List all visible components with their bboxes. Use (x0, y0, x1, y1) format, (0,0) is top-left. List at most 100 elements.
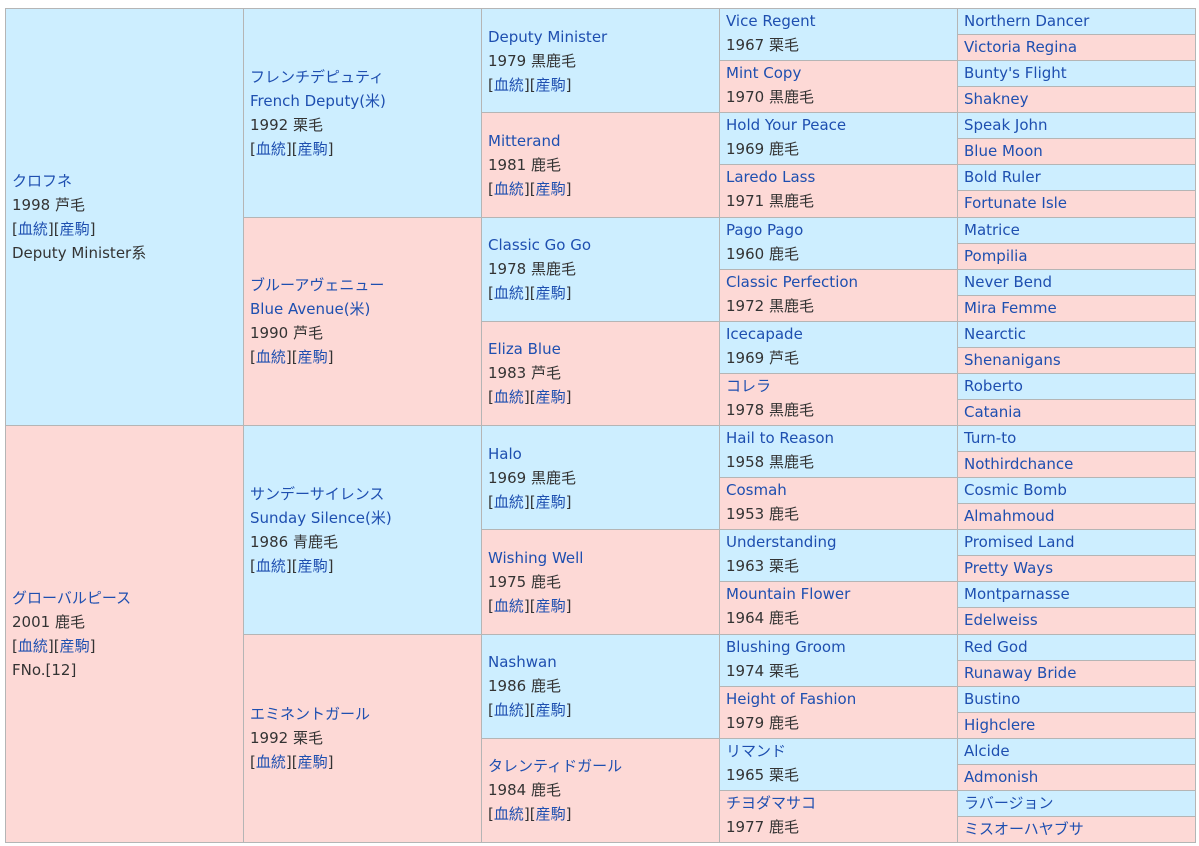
horse-name-link[interactable]: Turn-to (964, 429, 1017, 447)
horse-name-link[interactable]: Wishing Well (488, 548, 584, 567)
horse-name-link[interactable]: Pago Pago (726, 220, 804, 239)
horse-name-link[interactable]: Never Bend (964, 272, 1053, 291)
horse-name-link[interactable]: Hold Your Peace (726, 116, 847, 135)
progeny-link[interactable]: 産駒 (59, 637, 90, 655)
horse-name-link[interactable]: Admonish (964, 767, 1039, 786)
horse-name-link[interactable]: Nearctic (964, 324, 1027, 343)
progeny-link[interactable]: 産駒 (535, 596, 566, 615)
progeny-link[interactable]: 産駒 (297, 556, 328, 575)
horse-name-link[interactable]: Fortunate Isle (964, 194, 1068, 213)
horse-name-link[interactable]: Runaway Bride (964, 663, 1077, 682)
bloodline-link[interactable]: 血統 (493, 492, 524, 511)
links-line: [血統][産駒] (250, 345, 475, 369)
horse-name-link[interactable]: Halo (488, 444, 522, 463)
horse-name-link[interactable]: Mountain Flower (726, 585, 851, 604)
horse-name-link[interactable]: コレラ (726, 376, 772, 395)
horse-name-link[interactable]: リマンド (726, 741, 787, 760)
bloodline-link[interactable]: 血統 (493, 805, 524, 824)
horse-name-link[interactable]: Shakney (964, 90, 1029, 109)
horse-name-link[interactable]: Edelweiss (964, 611, 1038, 630)
horse-name-link[interactable]: Classic Go Go (488, 236, 592, 255)
horse-name-link[interactable]: Mira Femme (964, 298, 1057, 317)
horse-name-en-link[interactable]: Blue Avenue(米) (250, 300, 371, 319)
bloodline-link[interactable]: 血統 (255, 348, 286, 367)
horse-name-link[interactable]: Red God (964, 637, 1028, 656)
horse-name-link[interactable]: Roberto (964, 376, 1023, 395)
birth-year: 1969 (726, 348, 765, 367)
horse-name-link[interactable]: Montparnasse (964, 585, 1070, 604)
horse-name-link[interactable]: Promised Land (964, 533, 1075, 552)
horse-name-link[interactable]: Bunty's Flight (964, 64, 1067, 83)
progeny-link[interactable]: 産駒 (59, 220, 90, 238)
horse-name-link[interactable]: Deputy Minister (488, 27, 608, 46)
horse-name-en-link[interactable]: Sunday Silence(米) (250, 508, 392, 527)
horse-name-link[interactable]: Blue Moon (964, 142, 1043, 161)
horse-name-link[interactable]: Nashwan (488, 653, 557, 672)
bloodline-link[interactable]: 血統 (17, 637, 48, 655)
progeny-link[interactable]: 産駒 (535, 284, 566, 303)
bloodline-link[interactable]: 血統 (493, 179, 524, 198)
bloodline-link[interactable]: 血統 (493, 284, 524, 303)
gen5-cell: Mira Femme (957, 294, 1196, 322)
progeny-link[interactable]: 産駒 (535, 75, 566, 94)
horse-name-link[interactable]: Almahmoud (964, 507, 1055, 526)
horse-name-link[interactable]: Highclere (964, 715, 1036, 734)
horse-name-line: タレンティドガール (488, 754, 713, 778)
horse-name-link[interactable]: Classic Perfection (726, 272, 859, 291)
horse-name-link[interactable]: Blushing Groom (726, 637, 846, 656)
progeny-link[interactable]: 産駒 (535, 492, 566, 511)
progeny-link[interactable]: 産駒 (535, 179, 566, 198)
progeny-link[interactable]: 産駒 (535, 388, 566, 407)
horse-name-link[interactable]: Understanding (726, 533, 837, 552)
progeny-link[interactable]: 産駒 (297, 753, 328, 772)
horse-name-link[interactable]: ラバージョン (964, 793, 1054, 812)
birth-year: 1965 (726, 765, 765, 784)
horse-name-link[interactable]: Speak John (964, 116, 1048, 135)
horse-name-link[interactable]: Catania (964, 402, 1022, 421)
coat-color: 栗毛 (292, 115, 323, 134)
bloodline-link[interactable]: 血統 (255, 753, 286, 772)
horse-name-link[interactable]: ミスオーハヤブサ (964, 819, 1084, 838)
progeny-link[interactable]: 産駒 (297, 139, 328, 158)
bloodline-link[interactable]: 血統 (493, 596, 524, 615)
horse-name-link[interactable]: Icecapade (726, 324, 803, 343)
horse-name-link[interactable]: Matrice (964, 220, 1020, 239)
horse-name-link[interactable]: グローバルピース (12, 589, 132, 607)
horse-name-link[interactable]: Victoria Regina (964, 38, 1078, 57)
horse-name-link[interactable]: Laredo Lass (726, 168, 816, 187)
progeny-link[interactable]: 産駒 (535, 701, 566, 720)
horse-name-link[interactable]: Vice Regent (726, 12, 816, 30)
progeny-link[interactable]: 産駒 (297, 348, 328, 367)
horse-name-link[interactable]: Shenanigans (964, 350, 1061, 369)
bloodline-link[interactable]: 血統 (493, 701, 524, 720)
horse-name-link[interactable]: タレンティドガール (488, 757, 623, 776)
horse-name-link[interactable]: Pretty Ways (964, 559, 1054, 578)
horse-name-link[interactable]: Bold Ruler (964, 168, 1041, 187)
horse-name-link[interactable]: サンデーサイレンス (250, 484, 385, 503)
horse-name-link[interactable]: Cosmah (726, 481, 787, 500)
bloodline-link[interactable]: 血統 (493, 75, 524, 94)
horse-name-link[interactable]: Mitterand (488, 131, 561, 150)
horse-name-link[interactable]: Height of Fashion (726, 689, 857, 708)
horse-name-link[interactable]: エミネントガール (250, 705, 371, 724)
bloodline-link[interactable]: 血統 (255, 139, 286, 158)
horse-name-link[interactable]: Mint Copy (726, 64, 802, 83)
horse-name-link[interactable]: Cosmic Bomb (964, 481, 1067, 500)
horse-name-link[interactable]: Hail to Reason (726, 429, 835, 447)
bloodline-link[interactable]: 血統 (255, 556, 286, 575)
horse-name-link[interactable]: Nothirdchance (964, 455, 1074, 474)
horse-name-link[interactable]: ブルーアヴェニュー (250, 276, 385, 295)
horse-name-link[interactable]: チヨダマサコ (726, 793, 817, 812)
horse-name-link[interactable]: Alcide (964, 741, 1010, 760)
horse-name-line: Victoria Regina (964, 35, 1189, 59)
horse-name-link[interactable]: Eliza Blue (488, 340, 561, 359)
bloodline-link[interactable]: 血統 (493, 388, 524, 407)
progeny-link[interactable]: 産駒 (535, 805, 566, 824)
bloodline-link[interactable]: 血統 (17, 220, 48, 238)
horse-name-link[interactable]: フレンチデピュティ (250, 67, 385, 86)
horse-name-en-link[interactable]: French Deputy(米) (250, 91, 386, 110)
horse-name-link[interactable]: Pompilia (964, 246, 1028, 265)
horse-name-link[interactable]: クロフネ (12, 172, 73, 190)
horse-name-link[interactable]: Bustino (964, 689, 1021, 708)
horse-name-link[interactable]: Northern Dancer (964, 12, 1090, 30)
